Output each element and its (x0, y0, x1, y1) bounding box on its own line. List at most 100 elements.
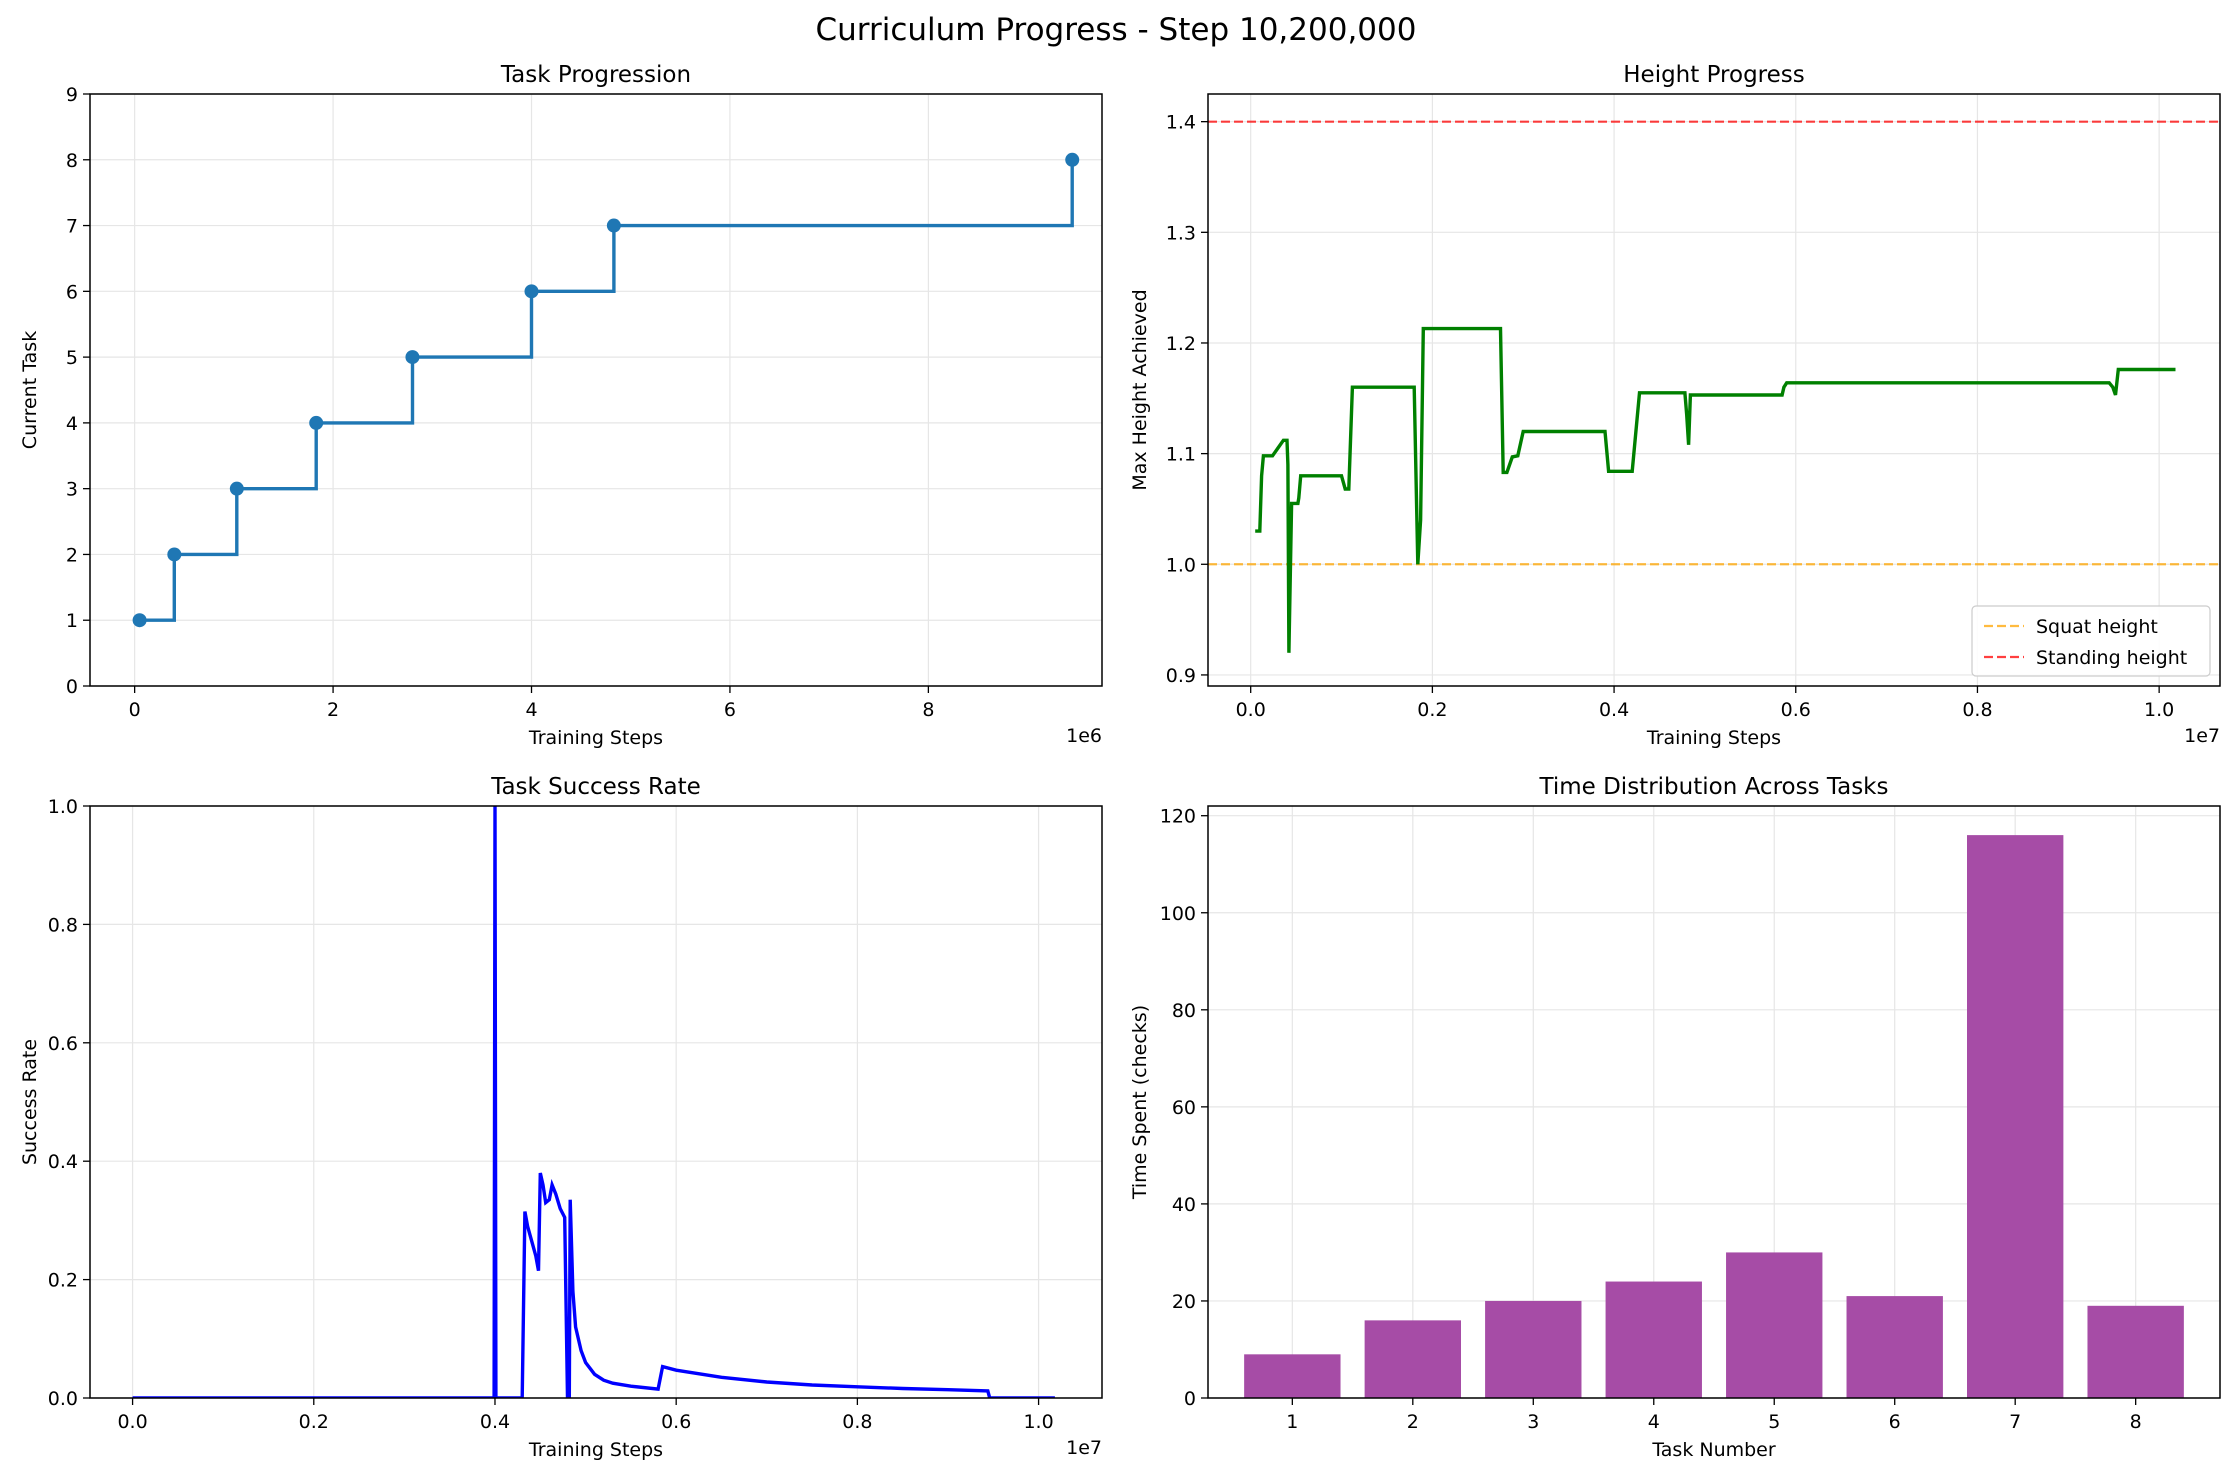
bar-task-1 (1244, 1354, 1341, 1398)
plot-area (90, 806, 1102, 1398)
y-tick-label: 20 (1172, 1291, 1196, 1313)
y-tick-label: 5 (66, 347, 78, 369)
x-tick-label: 1.0 (2144, 699, 2174, 721)
axes-frame (1207, 93, 2221, 687)
y-tick-label: 1.3 (1166, 222, 1196, 244)
y-tick-label: 0.0 (48, 1388, 78, 1410)
y-tick-label: 6 (66, 281, 78, 303)
x-axis-label: Task Number (1651, 1439, 1776, 1461)
plot-area (1208, 94, 2220, 686)
x-axis-multiplier: 1e6 (1066, 725, 1102, 747)
x-tick-label: 0.0 (1236, 699, 1266, 721)
y-tick-label: 8 (66, 150, 78, 172)
chart-title: Time Distribution Across Tasks (1539, 774, 1889, 800)
bar-task-8 (2087, 1305, 2184, 1398)
task-point (229, 481, 244, 496)
legend-box (1971, 605, 2211, 677)
legend-label: Standing height (2036, 647, 2187, 669)
task-point (309, 415, 324, 430)
y-tick-label: 4 (66, 413, 78, 435)
x-tick-label: 2 (327, 699, 339, 721)
y-tick-label: 0 (1184, 1388, 1196, 1410)
x-tick-label: 0 (129, 699, 141, 721)
x-tick-label: 2 (1407, 1411, 1419, 1433)
series-line (132, 806, 1055, 1398)
y-tick-label: 1.4 (1166, 112, 1196, 134)
axes-frame (89, 93, 1103, 687)
bar-task-5 (1726, 1252, 1823, 1398)
data-layer (1208, 120, 2220, 653)
x-tick-label: 8 (2130, 1411, 2142, 1433)
data-layer (132, 806, 1055, 1398)
x-tick-label: 6 (1889, 1411, 1901, 1433)
y-axis-label: Current Task (19, 331, 41, 449)
plot-area (1208, 806, 2220, 1398)
y-tick-label: 0.6 (48, 1033, 78, 1055)
x-tick-label: 4 (1648, 1411, 1660, 1433)
x-tick-label: 0.2 (1417, 699, 1447, 721)
figure-title: Curriculum Progress - Step 10,200,000 (816, 12, 1417, 48)
legend: Squat height Standing height (1971, 605, 2211, 677)
x-tick-label: 0.4 (480, 1411, 510, 1433)
chart-panel-2: 0.0 0.2 0.4 0.6 0.8 1.0 0.9 1.0 1.1 1.2 1.3 1.4 1e7 H… (1129, 62, 2221, 749)
bar-task-4 (1605, 1281, 1702, 1398)
y-tick-label: 1.0 (48, 796, 78, 818)
bar-task-7 (1967, 835, 2064, 1398)
x-tick-label: 4 (525, 699, 537, 721)
y-tick-label: 1.2 (1166, 333, 1196, 355)
y-tick-label: 0.9 (1166, 665, 1196, 687)
x-tick-label: 7 (2009, 1411, 2021, 1433)
chart-title: Task Success Rate (490, 774, 701, 800)
y-tick-label: 1.0 (1166, 554, 1196, 576)
y-tick-label: 0 (66, 676, 78, 698)
y-tick-label: 0.8 (48, 914, 78, 936)
y-tick-label: 40 (1172, 1194, 1196, 1216)
task-point (132, 613, 147, 628)
bar-task-6 (1846, 1296, 1943, 1398)
task-point (405, 350, 420, 365)
x-axis-label: Training Steps (528, 727, 663, 749)
task-point (1065, 152, 1080, 167)
y-axis-label: Time Spent (checks) (1129, 1005, 1151, 1200)
bar-task-3 (1485, 1300, 1582, 1398)
series-line (1255, 326, 2176, 653)
data-layer (1244, 835, 2184, 1398)
chart-panel-3: 0.0 0.2 0.4 0.6 0.8 1.0 0.0 0.2 0.4 0.6 0.8 1.0 1e7 T… (19, 774, 1103, 1461)
y-tick-label: 7 (66, 216, 78, 238)
x-tick-label: 1 (1286, 1411, 1298, 1433)
x-tick-label: 0.6 (661, 1411, 691, 1433)
task-point (524, 284, 539, 299)
chart-panel-1: 0 2 4 6 8 0 1 2 3 4 5 6 7 8 9 1e6 Task Progression Traini… (19, 62, 1103, 749)
y-tick-label: 1.1 (1166, 444, 1196, 466)
x-axis-label: Training Steps (1646, 727, 1781, 749)
y-tick-label: 3 (66, 479, 78, 501)
y-tick-label: 9 (66, 84, 78, 106)
task-point (606, 218, 621, 233)
series-line (139, 159, 1074, 622)
x-tick-label: 0.8 (1962, 699, 1992, 721)
y-tick-label: 0.2 (48, 1270, 78, 1292)
legend-label: Squat height (2036, 616, 2158, 638)
x-tick-label: 0.8 (842, 1411, 872, 1433)
x-tick-label: 6 (724, 699, 736, 721)
x-tick-label: 0.4 (1599, 699, 1629, 721)
y-tick-label: 0.4 (48, 1151, 78, 1173)
y-tick-label: 120 (1160, 806, 1196, 828)
data-layer (132, 152, 1080, 628)
chart-title: Height Progress (1623, 62, 1805, 88)
x-axis-multiplier: 1e7 (1066, 1437, 1102, 1459)
axes-frame (89, 805, 1103, 1399)
x-tick-label: 1.0 (1023, 1411, 1053, 1433)
y-tick-label: 60 (1172, 1097, 1196, 1119)
y-tick-label: 100 (1160, 903, 1196, 925)
y-tick-label: 80 (1172, 1000, 1196, 1022)
x-axis-multiplier: 1e7 (2184, 725, 2220, 747)
y-tick-label: 2 (66, 544, 78, 566)
task-point (167, 547, 182, 562)
plot-area (90, 94, 1102, 686)
x-axis-label: Training Steps (528, 1439, 663, 1461)
bar-task-2 (1364, 1320, 1461, 1398)
